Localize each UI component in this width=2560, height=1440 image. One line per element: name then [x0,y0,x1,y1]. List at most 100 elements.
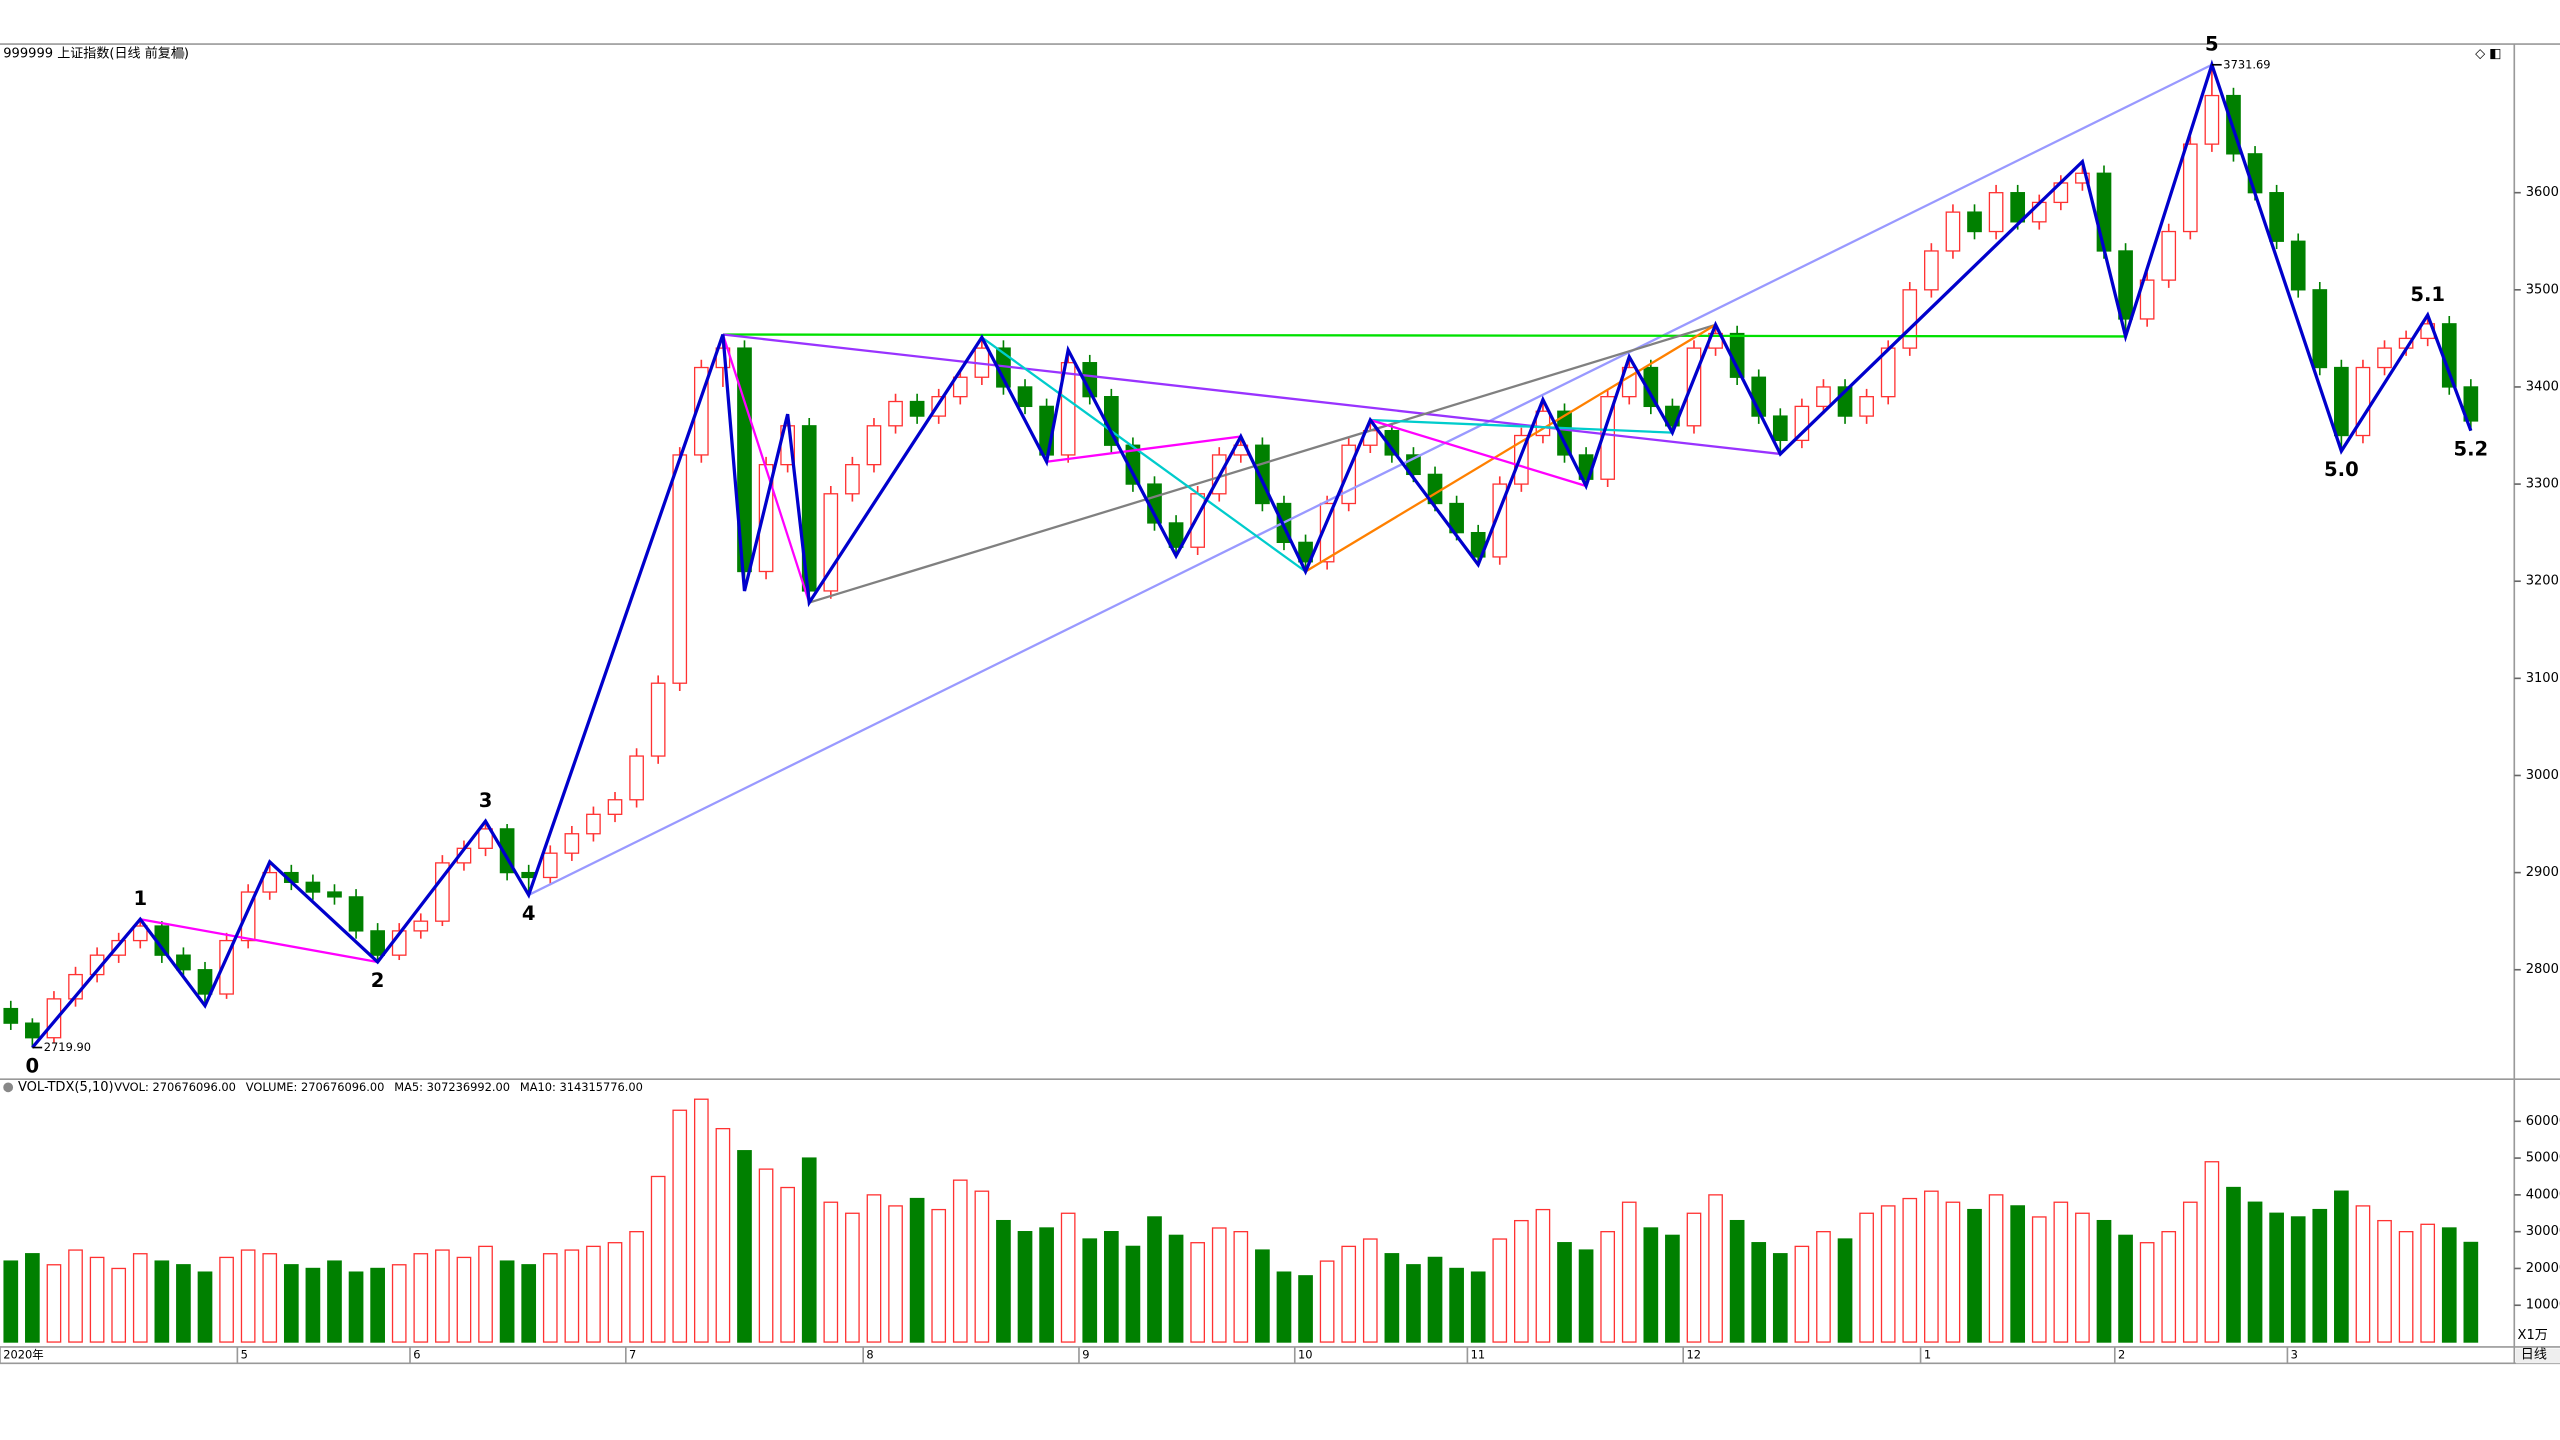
volume-bar [2053,1201,2069,1343]
candle-body [1924,250,1939,291]
volume-bar [499,1260,515,1343]
volume-bar [952,1179,968,1343]
y-tick-label: 2900 [2526,865,2559,880]
candle-body [2312,289,2328,369]
volume-bar [1880,1205,1896,1343]
wave-label: 1 [133,887,147,910]
candle-body [672,454,688,684]
x-tick-label: 10 [1298,1348,1313,1362]
x-tick-label: 8 [866,1348,873,1362]
candle-body [2204,94,2220,145]
volume-bar [1578,1249,1594,1343]
wave-label: 5.0 [2324,458,2359,481]
volume-bar [1255,1249,1270,1343]
y-tick-label: 3200 [2526,574,2559,589]
window-controls[interactable]: ◇ ◧ [2475,46,2502,61]
volume-bar [2161,1231,2177,1343]
candle-body [305,881,321,893]
volume-bar [2075,1212,2090,1343]
trend-line [31,59,2473,1049]
trend-line [721,334,811,603]
volume-bar [564,1249,580,1343]
volume-bar [1384,1253,1400,1343]
volume-bar [1794,1245,1810,1343]
volume-bar [1168,1234,1184,1343]
wave-label: 5 [2205,33,2219,56]
candle-body [1945,211,1961,252]
volume-bar [974,1190,990,1343]
volume-bar [629,1231,644,1343]
candle-body [1190,493,1206,548]
volume-bar [542,1253,558,1343]
legend-entry: VVOL: 270676096.00 [114,1080,236,1094]
volume-bar [996,1219,1011,1343]
volume-bar [2355,1205,2371,1343]
volume-bar [2290,1216,2306,1343]
volume-bar [3,1260,19,1343]
y-tick-label: 3400 [2526,379,2559,394]
wave-label: 2 [371,969,385,992]
volume-bar [2182,1201,2198,1343]
candle-body [564,833,580,854]
volume-bar [1816,1231,1831,1343]
volume-bar [2031,1216,2047,1343]
volume-bar [2463,1241,2479,1343]
title-icon[interactable] [174,48,185,59]
volume-bar [1147,1216,1162,1343]
volume-bar [154,1260,170,1343]
volume-bar [1449,1267,1464,1343]
candle-body [2096,172,2112,252]
volume-bar [2247,1201,2263,1343]
volume-bar [737,1150,752,1343]
volume-bar [197,1271,213,1343]
indicator-icon[interactable] [3,1082,14,1093]
y-tick-label: 3300 [2526,477,2559,492]
candle-body [25,1022,40,1039]
volume-bar [1708,1194,1723,1343]
volume-bar [413,1253,429,1343]
candle-body [1902,289,1918,349]
volume-bar [2096,1219,2112,1343]
x-tick-label: 9 [1082,1348,1089,1362]
volume-bar [2204,1161,2220,1343]
volume-bar [801,1157,817,1343]
volume-bar [1341,1245,1357,1343]
volume-bar [2269,1212,2284,1343]
volume-bar [1060,1212,1076,1343]
candle-body [1988,192,2004,233]
period-label[interactable]: 日线 [2521,1348,2547,1363]
chart-title: 999999 上证指数(日线 前复权) [3,45,189,61]
volume-bar [456,1256,472,1343]
candle-body [909,400,925,417]
volume-bar [1772,1253,1788,1343]
candle-body [607,799,623,815]
unit-label: X1万 [2518,1328,2548,1343]
candle-body [1643,366,1659,408]
volume-bar [1988,1194,2004,1343]
x-tick-label: 3 [2291,1348,2298,1362]
volume-bar [46,1264,62,1343]
wave-label: 4 [522,902,536,925]
volume-bar [758,1168,774,1343]
volume-bar [1859,1212,1874,1343]
period-box[interactable] [2515,1348,2560,1364]
volume-bar [1967,1208,1982,1343]
y-tick-label: 50000 [2526,1151,2560,1166]
volume-bar [370,1267,385,1343]
candle-body [952,376,968,398]
volume-bar [391,1264,407,1343]
candle-body [1557,410,1572,456]
volume-bar [25,1253,40,1343]
volume-bar [866,1194,882,1343]
candle-body [1449,502,1464,534]
candle-body [650,682,666,757]
candle-body [2247,153,2263,194]
volume-bar [2420,1223,2436,1343]
candle-body [1859,396,1874,417]
volume-bar [1837,1238,1853,1343]
x-tick-label: 7 [629,1348,636,1362]
volume-bar [1751,1242,1767,1343]
